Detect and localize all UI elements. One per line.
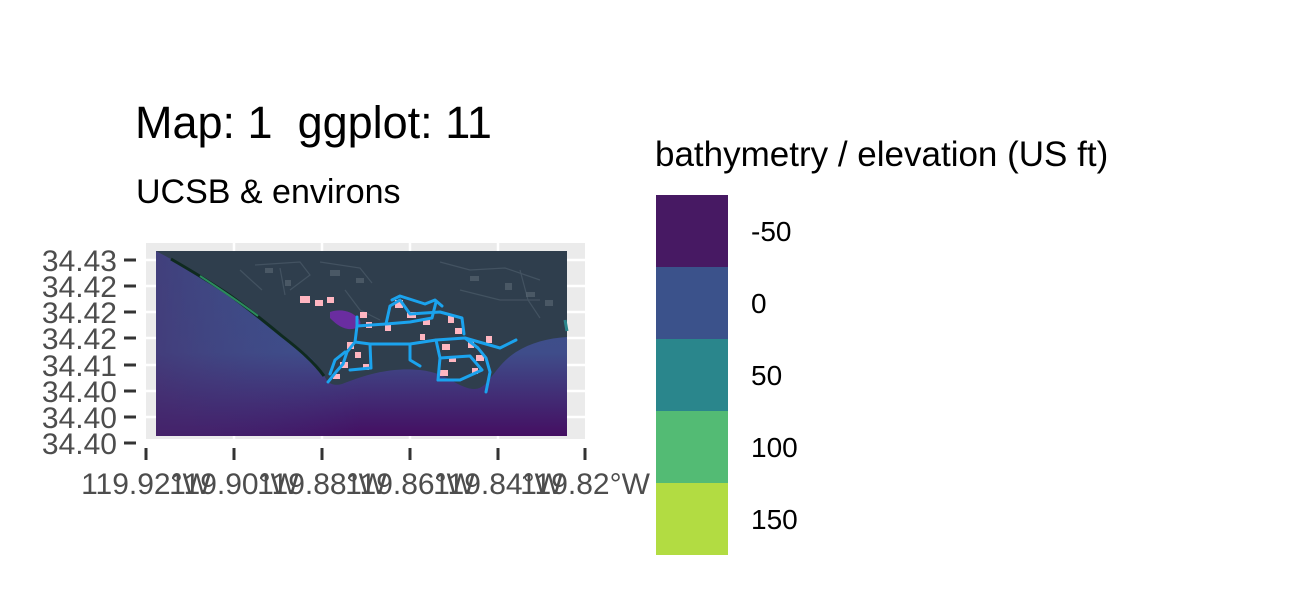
urban-texture [239,261,541,321]
bus-routes [326,294,518,394]
legend-label: 50 [751,360,783,391]
land-mass [156,251,567,389]
y-tick-label: 34.40 [42,402,117,435]
y-tick-label: 34.41 [42,350,117,383]
legend-item: 150 [656,483,1016,555]
y-tick-label: 34.42 [42,297,117,330]
x-tick-label: 119.92°W [81,468,212,501]
legend-item: 100 [656,411,1016,483]
x-tick-label: 119.86°W [345,468,476,501]
legend-title: bathymetry / elevation (US ft) [655,135,1109,174]
y-axis [124,258,136,445]
x-tick-label: 119.84°W [433,468,564,501]
x-tick-label: 119.90°W [169,468,300,501]
legend-swatch [656,411,728,483]
legend: -50 0 50 100 150 [656,195,1016,555]
y-tick-label: 34.42 [42,271,117,304]
legend-swatch [656,195,728,267]
legend-swatch [656,267,728,339]
lagoon [330,310,361,330]
map-title: Map: 1 ggplot: 11 [135,97,492,148]
map-subtitle: UCSB & environs [136,173,401,211]
y-tick-label: 34.40 [42,376,117,409]
x-tick-label: 119.82°W [520,468,651,501]
x-axis [144,448,587,460]
x-tick-label: 119.88°W [257,468,388,501]
legend-item: -50 [656,195,1016,267]
legend-label: 100 [751,432,798,463]
legend-swatch [656,339,728,411]
legend-swatch [656,483,728,555]
legend-label: -50 [751,216,792,247]
y-tick-label: 34.40 [42,428,117,461]
legend-item: 50 [656,339,1016,411]
legend-label: 0 [751,288,767,319]
y-tick-label: 34.43 [42,245,117,278]
legend-item: 0 [656,267,1016,339]
legend-label: 150 [751,504,798,535]
y-tick-label: 34.42 [42,323,117,356]
